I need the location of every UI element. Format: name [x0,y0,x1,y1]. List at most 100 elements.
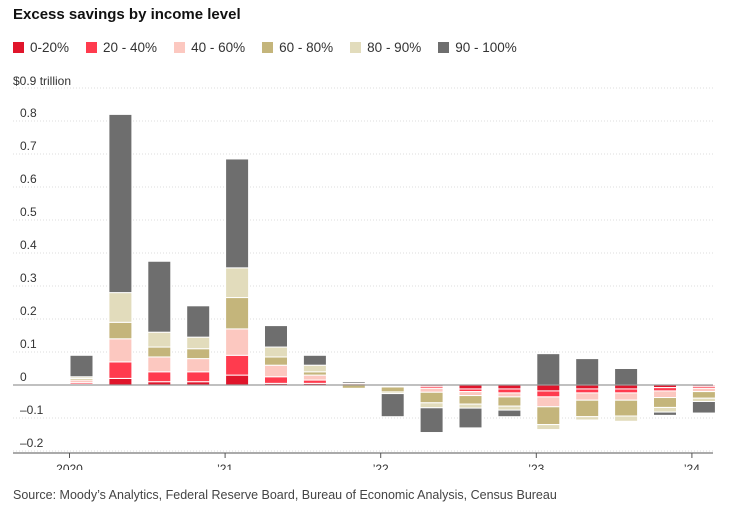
y-tick-label: 0.7 [20,139,37,153]
bar-segment [186,348,211,360]
legend-swatch [174,42,186,53]
bar-segment [536,390,561,398]
bar-segment [302,354,327,366]
bar-segment [536,396,561,408]
bar-segment [147,371,172,383]
bar-segment [225,267,250,299]
x-tick-label: 2020 [56,462,83,470]
legend-item: 80 - 90% [350,40,421,55]
legend-swatch [438,42,450,53]
bar-segment [614,415,639,422]
bar-segment [575,399,600,418]
bar-segment [264,356,288,366]
x-tick-label: ’21 [217,462,233,470]
y-tick-label: –0.2 [20,436,44,450]
bar-segment [108,113,133,294]
legend-item: 90 - 100% [438,40,517,55]
bar-segment [497,409,522,418]
bar-segment [691,391,716,399]
bar-segment [108,377,133,386]
y-tick-label: 0 [20,370,27,384]
bar-segment [147,331,172,348]
legend-swatch [86,42,98,53]
y-tick-label: 0.3 [20,271,37,285]
legend-swatch [350,42,362,53]
bar-segment [380,386,405,393]
bar-segment [536,384,561,392]
y-tick-label: 0.1 [20,337,37,351]
bar-segment [225,158,250,269]
x-tick-label: ’23 [528,462,544,470]
bar-segment [614,368,639,386]
bar-segment [653,390,677,399]
bar-segment [225,354,250,376]
bar-segment [225,328,250,356]
bar-segment [614,392,639,401]
bar-segment [419,402,444,409]
y-tick-label: 0.2 [20,304,37,318]
bar-segment [575,416,600,421]
x-tick-label: ’22 [373,462,389,470]
bar-segment [575,392,600,401]
bar-segment [419,407,444,434]
bar-segment [458,395,483,405]
y-axis-unit-label: $0.9 trillion [13,74,72,88]
bar-segment [264,364,288,378]
legend-item: 20 - 40% [86,40,157,55]
bar-segment [575,388,600,394]
legend: 0-20% 20 - 40% 40 - 60% 60 - 80% 80 - 90% 90 … [13,40,534,55]
bar-segment [225,297,250,330]
bar-segment [497,392,522,398]
source-note: Source: Moody’s Analytics, Federal Reser… [13,488,557,502]
bar-segment [108,321,133,340]
bar-segment [186,371,211,383]
bar-segment [497,388,522,394]
bar-segment [147,346,172,358]
bar-segment [225,374,250,386]
legend-label: 0-20% [30,40,70,55]
legend-swatch [13,42,24,53]
bar-segment [341,381,366,384]
bar-segment [614,399,639,417]
bar-segment [186,336,211,350]
bar-segment [536,353,561,386]
bar-segment [653,406,677,413]
bar-segment [302,364,327,373]
bar-segment [419,387,444,393]
y-tick-label: 0.4 [20,238,37,252]
bar-segment [264,376,288,384]
legend-item: 0-20% [13,40,69,55]
bar-segment [186,358,211,373]
legend-swatch [262,42,274,53]
y-tick-label: 0.5 [20,205,37,219]
legend-label: 20 - 40% [103,40,158,55]
y-tick-label: –0.1 [20,403,44,417]
bar-segment [536,424,561,431]
legend-item: 40 - 60% [174,40,245,55]
legend-item: 60 - 80% [262,40,333,55]
bar-segment [497,396,522,407]
bar-segment [458,403,483,409]
y-tick-label: 0.6 [20,172,37,186]
bar-segment [147,260,172,333]
bar-segment [69,354,94,378]
chart-plot: 0.8 0.7 0.6 0.5 0.4 0.3 0.2 0.1 0 –0.1 –0.2 2020 ’21… [13,87,716,470]
bar-segment [575,358,600,386]
bar-segment [653,397,677,408]
x-tick-label: ’24 [684,462,700,470]
bar-segment [614,388,639,394]
bar-segment [264,325,288,348]
bar-segment [458,391,483,397]
bar-segment [186,305,211,338]
bar-segment [302,374,327,381]
bar-segment [147,356,172,373]
bar-segment [458,407,483,429]
legend-label: 40 - 60% [191,40,246,55]
bar-segment [264,346,288,358]
bar-segment [653,411,677,416]
bar-segment [497,405,522,411]
bar-segment [108,361,133,379]
bar-segment [691,401,716,414]
legend-label: 90 - 100% [455,40,517,55]
